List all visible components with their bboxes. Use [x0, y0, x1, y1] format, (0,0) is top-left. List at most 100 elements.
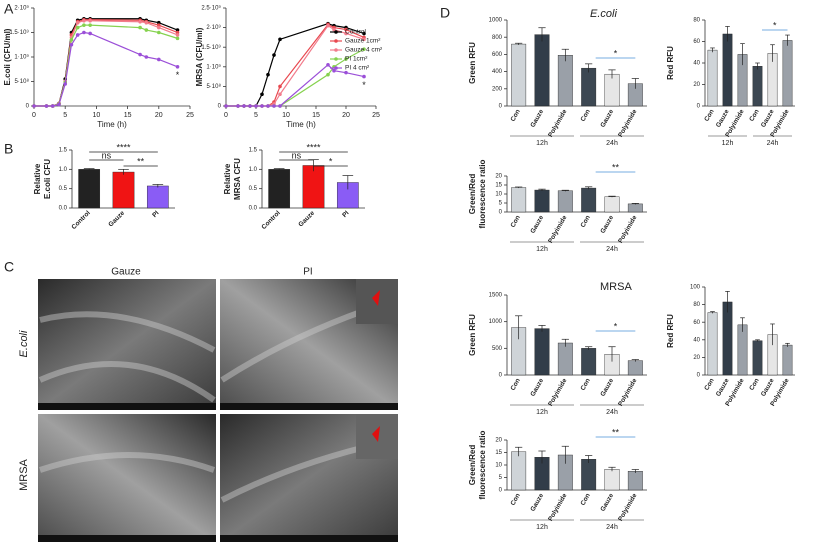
group-label: 24h [606, 140, 618, 147]
chart: 0.0 0.5 1.0 1.5 Relative MRSA CFU Control Gauze… [223, 142, 365, 231]
bar [604, 73, 620, 107]
y-tick-label: 100 [690, 285, 701, 291]
point [224, 104, 228, 108]
legend-label: PI 1cm² [345, 56, 368, 63]
bar [534, 34, 550, 107]
y-tick-label: 5 [499, 201, 503, 207]
point [175, 33, 180, 37]
x-tick-label: Con [580, 377, 592, 391]
point [362, 31, 366, 36]
y-axis-label: fluorescence ratio [478, 430, 487, 499]
x-tick-label: 0 [32, 112, 36, 119]
y-tick-label: 0 [499, 488, 503, 494]
point [75, 20, 80, 25]
y-axis-label: fluorescence ratio [478, 159, 487, 228]
x-tick-label: Gauze [107, 209, 126, 228]
point [75, 33, 80, 37]
point [138, 25, 142, 30]
scale-strip [220, 403, 398, 410]
x-tick-label: Gauze [529, 108, 545, 129]
y-tick-label: 80 [693, 18, 700, 24]
x-tick-label: Gauze [529, 377, 545, 398]
point [260, 104, 264, 108]
x-tick-label: Gauze [715, 377, 731, 398]
point [144, 28, 149, 32]
x-tick-label: Con [510, 108, 522, 122]
y-tick-label: 1.0 [249, 167, 258, 173]
y-tick-label: 20 [693, 82, 700, 88]
y-axis-label: Relative [33, 163, 42, 194]
group-label: 12h [536, 246, 548, 253]
y-tick-label: 600 [492, 52, 503, 58]
sem-images: Gauze PI E.coli MRSA [18, 267, 398, 542]
point [248, 104, 252, 108]
bar [737, 324, 748, 376]
legend-label: Gauze 1cm² [345, 38, 381, 45]
point [50, 104, 55, 108]
y-tick-label: 60 [693, 320, 700, 326]
chart: 0 5·10⁸ 1·10⁹ 1.5·10⁹ 2·10⁹ E.coli (CFU/ml) 0 5… [3, 5, 194, 130]
y-tick-label: 200 [492, 86, 503, 92]
x-tick-label: Gauze [529, 492, 545, 513]
x-tick-label: Polyimide [547, 377, 569, 407]
bar [581, 187, 597, 213]
bar [604, 196, 620, 213]
point [82, 18, 86, 23]
y-tick-label: 0 [499, 104, 503, 110]
y-axis-label: Green RFU [468, 314, 477, 356]
x-tick-label: Polyimide [617, 492, 639, 522]
bar [722, 33, 733, 107]
x-tick-label: 10 [93, 112, 101, 119]
point [75, 25, 80, 30]
point [260, 92, 264, 97]
row-label: MRSA [18, 458, 30, 490]
point [57, 102, 61, 107]
point [157, 25, 161, 30]
y-tick-label: 5·10⁸ [206, 83, 221, 90]
y-tick-label: 1500 [489, 293, 503, 299]
point [82, 30, 86, 35]
bar [722, 301, 733, 376]
point [236, 104, 240, 108]
y-tick-label: 0 [697, 373, 701, 379]
significance-label: ** [137, 156, 145, 166]
sem-image [38, 414, 216, 542]
x-tick-label: Polyimide [547, 108, 569, 138]
x-tick-label: Gauze [529, 214, 545, 235]
bar [557, 342, 573, 376]
bar [112, 171, 135, 209]
x-tick-label: 5 [254, 112, 258, 119]
significance-label: ns [102, 150, 112, 160]
point [344, 31, 348, 36]
panel-label: A [4, 1, 14, 17]
series-line [34, 24, 178, 107]
x-tick-label: Con [510, 214, 522, 228]
group-label: 24h [606, 524, 618, 531]
y-tick-label: 60 [693, 39, 700, 45]
bar [752, 66, 763, 107]
sem-image [38, 279, 216, 410]
group-label: 24h [767, 140, 779, 147]
point [138, 52, 142, 57]
bar [78, 169, 101, 209]
x-tick-label: Polyimide [617, 214, 639, 244]
x-axis-label: Time (h) [286, 120, 316, 129]
y-tick-label: 0.0 [249, 206, 258, 212]
series-line [34, 31, 178, 107]
bar [557, 190, 573, 213]
y-tick-label: 5 [499, 475, 503, 481]
y-axis-label: MRSA (CFU/ml) [195, 27, 204, 86]
group-label: 12h [536, 409, 548, 416]
x-tick-label: Gauze [760, 377, 776, 398]
legend-marker [334, 39, 338, 43]
significance-label: ** [612, 427, 620, 437]
y-tick-label: 20 [495, 438, 502, 444]
point [326, 72, 330, 77]
y-tick-label: 15 [495, 450, 502, 456]
point [82, 23, 86, 27]
point [32, 104, 36, 108]
section-title: E.coli [590, 8, 617, 20]
